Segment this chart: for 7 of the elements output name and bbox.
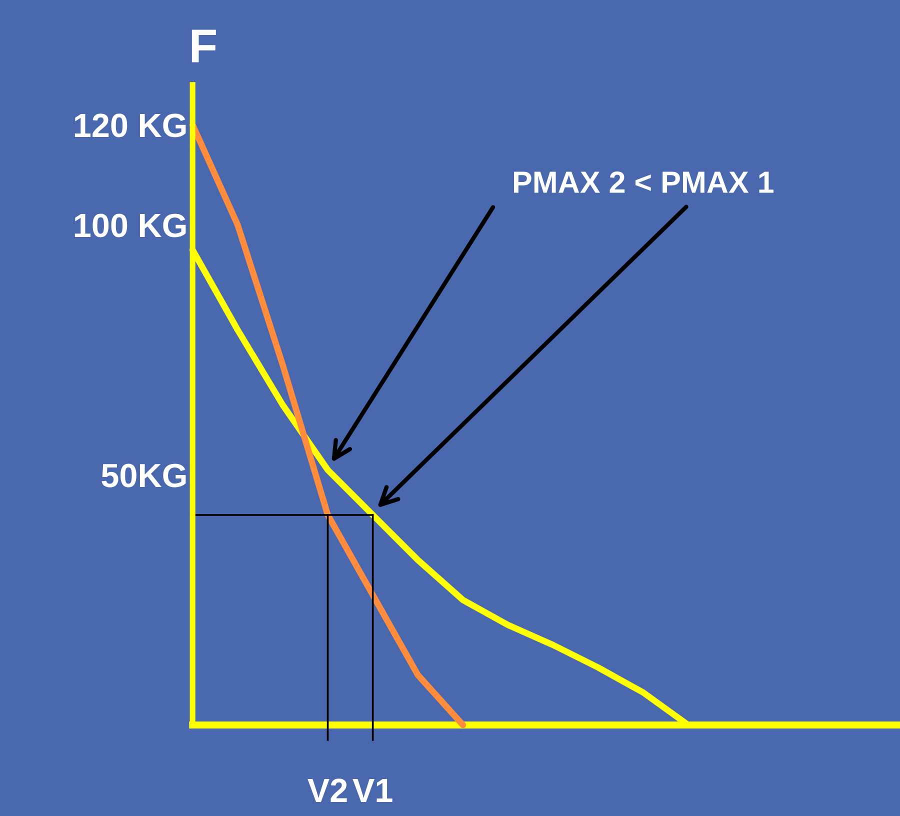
y-tick-label: 100 KG — [74, 214, 186, 238]
annotation: PMAX 2 < PMAX 1 — [514, 171, 774, 193]
y-tick-label: 120 KG — [74, 114, 186, 138]
y-tick-label: 50KG — [102, 464, 186, 488]
x-tick-label: V1 — [352, 779, 392, 802]
y-axis-title: F — [192, 30, 216, 62]
x-tick-label: V2 — [308, 778, 347, 802]
